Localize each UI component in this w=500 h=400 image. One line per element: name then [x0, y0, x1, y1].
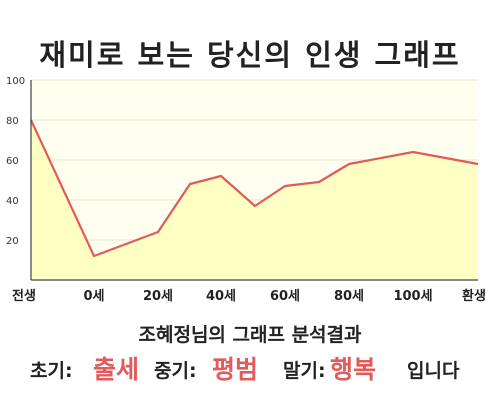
x-tick-label: 환생: [462, 288, 486, 304]
analysis-subtitle: 조혜정님의 그래프 분석결과: [138, 324, 362, 346]
x-tick-label: 40세: [206, 289, 236, 304]
y-tick-label: 20: [6, 236, 19, 247]
series-line: [30, 119, 479, 258]
x-tick-label: 100세: [393, 289, 432, 304]
result-summary: 초기: 출세 중기: 평범 말기: 행복 입니다: [0, 350, 500, 384]
x-tick-label: 20세: [143, 289, 173, 304]
mid-value: 평범: [212, 355, 259, 384]
y-tick-label: 100: [6, 76, 25, 87]
y-tick-labels: 20 40 60 80 100: [6, 76, 25, 247]
x-tick-label: 80세: [334, 289, 364, 304]
ending-text: 입니다: [407, 360, 460, 382]
y-tick-label: 40: [6, 196, 19, 207]
y-tick-label: 60: [6, 156, 19, 167]
x-tick-label: 60세: [270, 289, 300, 304]
axes: [30, 80, 478, 281]
x-tick-label: 0세: [83, 289, 104, 304]
early-label: 초기:: [30, 360, 73, 382]
early-value: 출세: [93, 355, 140, 384]
mid-label: 중기:: [154, 360, 197, 382]
late-value: 행복: [330, 355, 377, 384]
x-tick-label: 전생: [12, 288, 36, 304]
x-tick-labels: 전생 0세 20세 40세 60세 80세 100세 환생: [12, 288, 486, 304]
late-label: 말기:: [283, 360, 326, 382]
area-fill: [31, 120, 478, 280]
y-tick-label: 80: [6, 116, 19, 127]
chart-title: 재미로 보는 당신의 인생 그래프: [39, 38, 461, 72]
